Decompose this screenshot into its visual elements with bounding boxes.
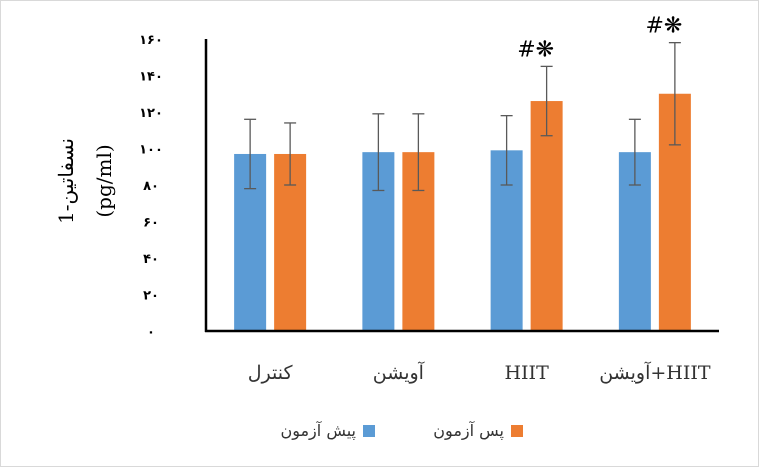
y-tick-label: ۲۰: [143, 289, 159, 304]
y-tick-label: ۱۲۰: [139, 106, 163, 121]
y-tick-label: ۸۰: [143, 179, 159, 194]
y-axis-title-line1: 1-نسفاتین: [54, 138, 78, 224]
annotations: #❋ #❋: [517, 14, 682, 63]
error-bar: [668, 42, 681, 146]
significance-marker: #❋: [645, 14, 682, 39]
y-tick-label: ۱۶۰: [139, 33, 163, 48]
y-tick-label: ۶۰: [143, 216, 159, 231]
error-bar: [540, 65, 553, 137]
x-axis-categories: کنترل آویشن HIIT آویشن+HIIT: [248, 361, 711, 384]
axes: [204, 39, 719, 333]
y-axis-title: 1-نسفاتین (pg/ml): [54, 138, 116, 224]
bar-posttest: [530, 101, 563, 331]
legend-item-posttest: پس آزمون: [433, 421, 523, 441]
legend-swatch: [511, 425, 523, 437]
x-category-label: کنترل: [248, 362, 294, 384]
x-category-label: آویشن+HIIT: [599, 361, 711, 384]
y-tick-label: ۱۴۰: [139, 70, 163, 85]
error-bar: [628, 118, 641, 186]
y-axis-ticks: ۰ ۲۰ ۴۰ ۶۰ ۸۰ ۱۰۰ ۱۲۰ ۱۴۰ ۱۶۰: [139, 33, 163, 340]
x-category-label: HIIT: [504, 362, 549, 384]
legend: پیش آزمون پس آزمون: [280, 421, 523, 441]
legend-label: پیش آزمون: [280, 421, 356, 441]
legend-swatch: [363, 425, 375, 437]
y-tick-label: ۴۰: [143, 252, 159, 267]
legend-label: پس آزمون: [433, 421, 504, 441]
error-bar: [412, 113, 425, 192]
y-tick-label: ۱۰۰: [139, 143, 163, 158]
x-category-label: آویشن: [373, 361, 425, 384]
legend-item-pretest: پیش آزمون: [280, 421, 375, 441]
error-bar: [284, 122, 297, 186]
y-axis-title-line2: (pg/ml): [92, 144, 116, 217]
significance-marker: #❋: [517, 37, 554, 62]
error-bars: [244, 42, 681, 192]
y-tick-label: ۰: [147, 325, 155, 340]
error-bar: [500, 115, 513, 186]
error-bar: [244, 118, 257, 190]
error-bar: [372, 113, 385, 192]
bars: [234, 93, 691, 331]
